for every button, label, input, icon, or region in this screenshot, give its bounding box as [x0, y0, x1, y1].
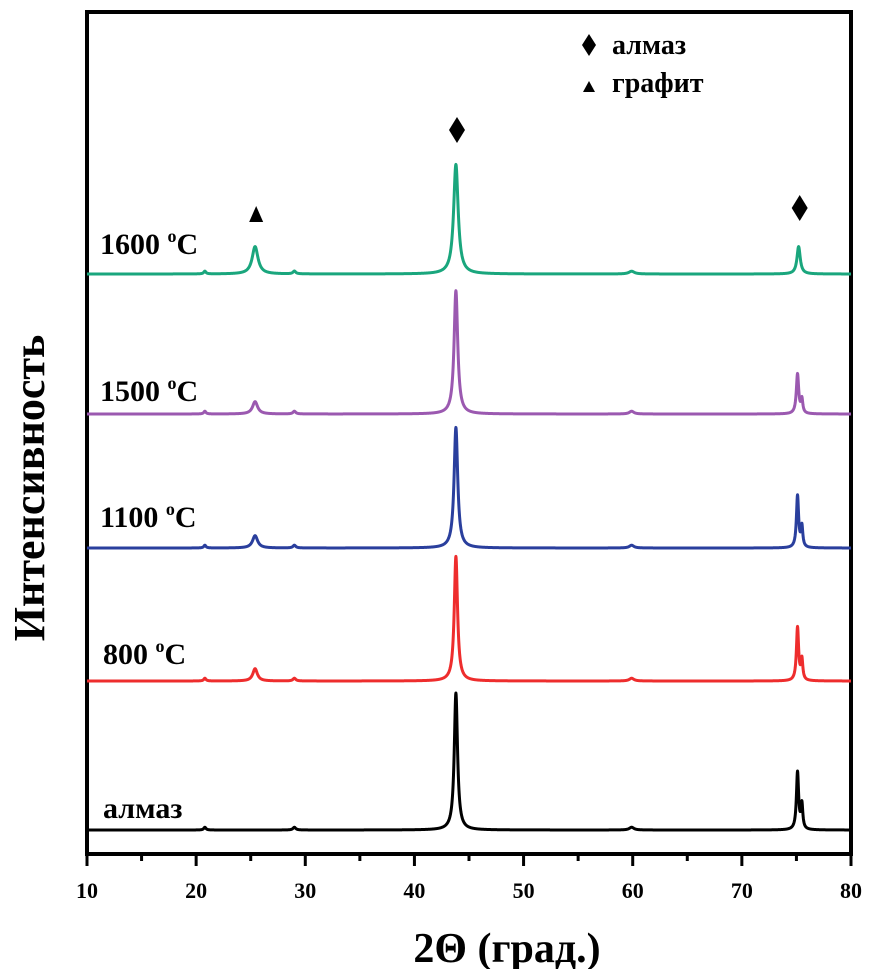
series-line [85, 554, 853, 683]
plot-frame [85, 10, 853, 856]
x-tick-label: 40 [403, 878, 425, 903]
legend-diamond-icon [582, 34, 596, 56]
series-label: 1600 oC [100, 226, 198, 261]
peak-markers [249, 117, 808, 222]
graphite-marker-icon [249, 206, 264, 222]
series-line [85, 425, 853, 550]
series-label: 800 oC [103, 636, 186, 671]
x-tick-label: 50 [513, 878, 535, 903]
diamond-marker-icon [791, 195, 808, 221]
x-tick-label: 60 [622, 878, 644, 903]
x-ticks: 10 20 30 40 50 60 70 80 [76, 854, 862, 903]
series-line [85, 289, 853, 416]
legend-label-diamond: алмаз [612, 30, 686, 61]
x-axis-title: 2Θ (град.) [413, 926, 600, 969]
series-traces [85, 162, 853, 832]
series-line [85, 691, 853, 832]
series-label: алмаз [103, 792, 182, 825]
x-tick-label: 20 [185, 878, 207, 903]
series-labels: алмаз 800 oC 1100 oC 1500 oC 1600 oC [100, 226, 198, 825]
diamond-marker-icon [448, 117, 465, 143]
x-tick-label: 80 [840, 878, 862, 903]
x-tick-label: 30 [294, 878, 316, 903]
y-axis-title: Интенсивность [5, 335, 54, 641]
legend-label-triangle: графит [612, 68, 704, 99]
x-tick-label: 10 [76, 878, 98, 903]
series-line [85, 162, 853, 276]
series-label: 1500 oC [100, 373, 198, 408]
series-label: 1100 oC [100, 499, 197, 534]
x-tick-label: 70 [731, 878, 753, 903]
legend: алмаз графит [582, 30, 704, 99]
legend-triangle-icon [583, 81, 595, 92]
